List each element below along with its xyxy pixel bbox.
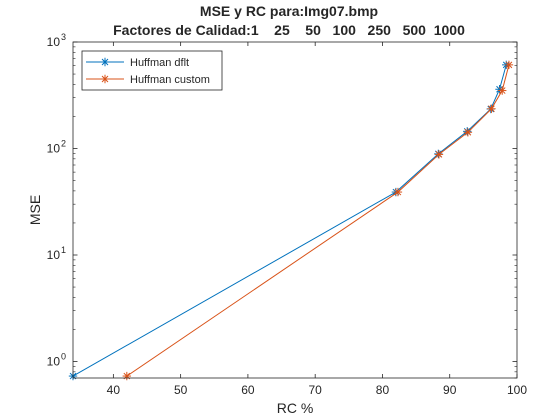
data-point-huffman-custom — [498, 86, 507, 95]
x-tick-label: 50 — [174, 383, 188, 397]
x-axis: 40 50 60 70 80 90 100 — [107, 42, 527, 397]
x-tick-label: 70 — [309, 383, 323, 397]
chart-subtitle: Factores de Calidad:1 25 50 100 250 500 … — [113, 22, 465, 38]
data-point-huffman-custom — [122, 371, 132, 381]
y-tick-exponent: 0 — [61, 352, 66, 362]
chart-title: MSE y RC para:Img07.bmp — [200, 3, 378, 19]
data-point-huffman-custom — [504, 60, 514, 70]
data-point-huffman-custom — [393, 187, 403, 197]
legend-star-huffman-dflt — [100, 57, 110, 67]
y-axis-label: MSE — [27, 195, 43, 225]
x-tick-label: 40 — [107, 383, 121, 397]
x-axis-label: RC % — [277, 400, 314, 416]
y-tick-exponent: 3 — [61, 32, 66, 42]
axes-box — [72, 41, 518, 379]
y-tick-exponent: 2 — [61, 139, 66, 149]
x-tick-label: 100 — [507, 383, 527, 397]
y-tick-label: 10 — [47, 248, 61, 262]
plot-area — [73, 42, 517, 378]
legend: Huffman dflt Huffman custom — [81, 50, 223, 91]
y-tick-label: 10 — [47, 355, 61, 369]
data-point-huffman-custom — [434, 150, 444, 159]
data-point-huffman-custom — [487, 104, 496, 113]
legend-label-huffman-dflt: Huffman dflt — [130, 57, 189, 69]
data-point-huffman-custom — [463, 128, 473, 137]
x-tick-label: 60 — [241, 383, 255, 397]
y-tick-exponent: 1 — [61, 245, 66, 255]
series-layer — [68, 60, 514, 381]
legend-marker-huffman-dflt — [100, 57, 110, 67]
x-tick-label: 90 — [443, 383, 457, 397]
legend-marker-huffman-custom — [100, 74, 110, 84]
y-tick-label: 10 — [47, 35, 61, 49]
x-tick-label: 80 — [376, 383, 390, 397]
legend-box — [81, 50, 223, 91]
legend-star-huffman-custom — [100, 74, 110, 84]
y-tick-label: 10 — [47, 142, 61, 156]
legend-label-huffman-custom: Huffman custom — [130, 74, 210, 86]
